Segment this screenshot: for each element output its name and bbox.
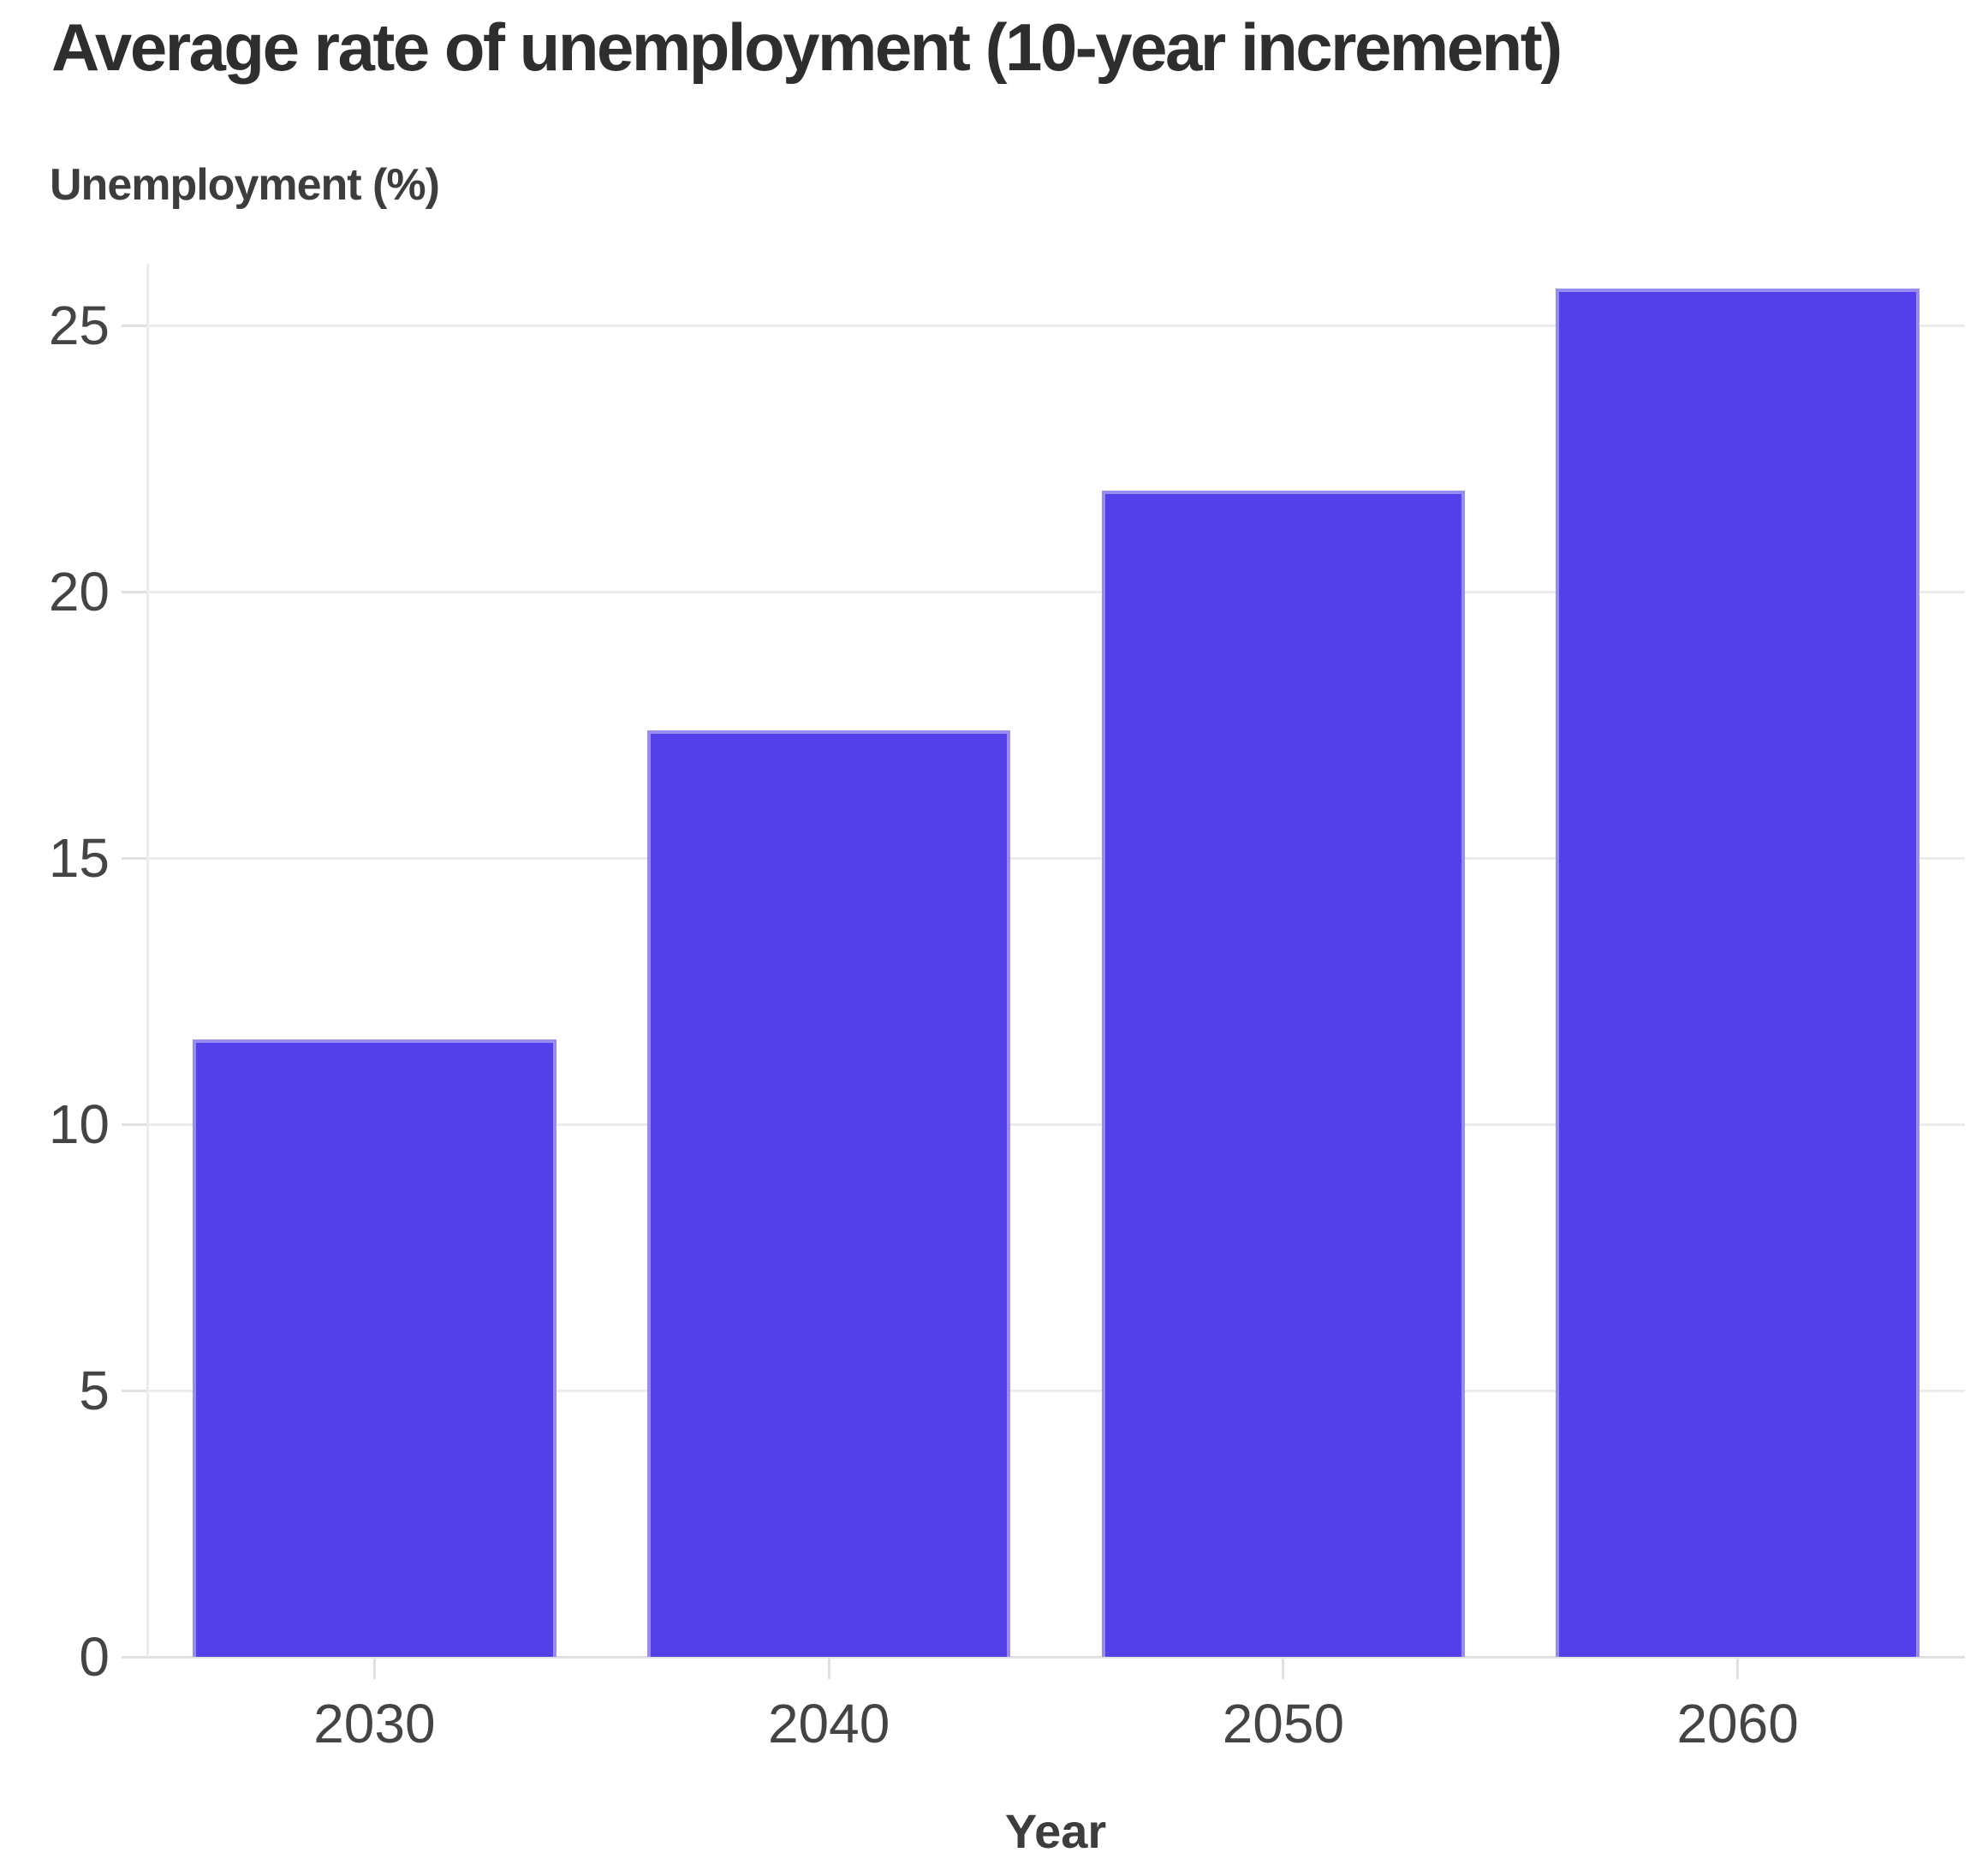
y-tick-label: 20 — [48, 561, 110, 623]
y-gridline — [147, 1123, 1965, 1126]
bar-2030 — [193, 1039, 557, 1657]
x-tick-mark — [1736, 1657, 1740, 1679]
y-tick-mark — [122, 590, 147, 593]
y-tick-mark — [122, 1389, 147, 1392]
y-axis-title: Unemployment (%) — [50, 160, 440, 210]
y-gridline — [147, 1389, 1965, 1392]
y-gridline — [147, 324, 1965, 327]
y-tick-label: 15 — [48, 827, 110, 890]
y-tick-label: 0 — [79, 1626, 110, 1688]
bar-2040 — [646, 730, 1011, 1657]
y-gridline — [147, 856, 1965, 860]
bar-2060 — [1556, 288, 1920, 1657]
x-tick-label: 2050 — [1222, 1693, 1345, 1754]
y-tick-mark — [122, 1123, 147, 1126]
y-axis-line — [146, 264, 149, 1657]
y-tick-mark — [122, 856, 147, 860]
y-tick-label: 25 — [48, 295, 110, 357]
bar-2050 — [1101, 490, 1466, 1657]
y-tick-label: 5 — [79, 1360, 110, 1422]
y-tick-mark — [122, 324, 147, 327]
x-tick-mark — [372, 1657, 376, 1679]
y-gridline — [147, 590, 1965, 593]
y-tick-mark — [122, 1655, 147, 1659]
x-tick-mark — [827, 1657, 830, 1679]
x-tick-label: 2030 — [313, 1693, 436, 1754]
y-gridline — [147, 1655, 1965, 1659]
x-tick-mark — [1282, 1657, 1285, 1679]
chart-title: Average rate of unemployment (10-year in… — [51, 9, 1562, 85]
x-axis-title: Year — [1004, 1804, 1107, 1858]
x-tick-label: 2060 — [1676, 1693, 1799, 1754]
x-tick-label: 2040 — [767, 1693, 890, 1754]
y-tick-label: 10 — [48, 1093, 110, 1156]
